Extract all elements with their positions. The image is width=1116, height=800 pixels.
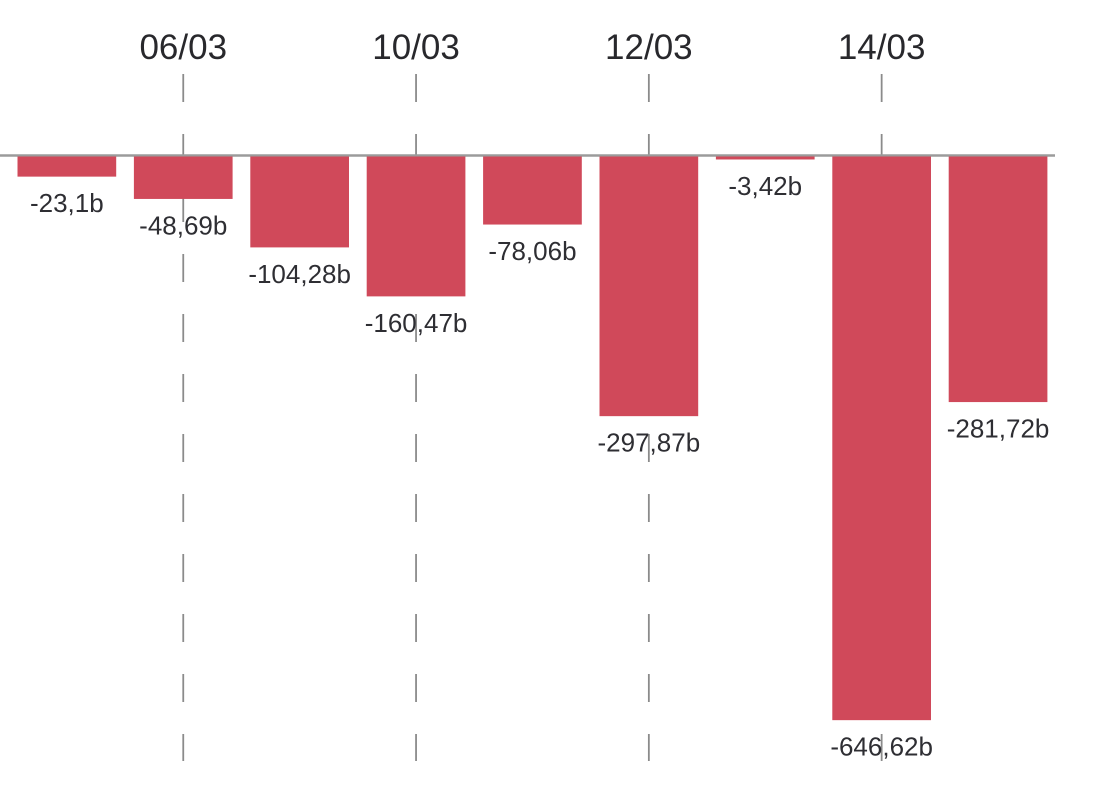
bar bbox=[715, 156, 815, 160]
bar-value-label: -646,62b bbox=[830, 732, 933, 762]
bar-value-label: -23,1b bbox=[30, 188, 104, 218]
bar-value-label: -48,69b bbox=[139, 210, 227, 240]
x-tick-label: 10/03 bbox=[372, 28, 460, 67]
bar-value-label: -297,87b bbox=[598, 428, 701, 458]
bar bbox=[948, 156, 1048, 403]
bar bbox=[483, 156, 582, 225]
bar bbox=[17, 156, 117, 177]
bar-value-label: -3,42b bbox=[728, 171, 802, 201]
bar bbox=[832, 156, 931, 721]
bar-value-label: -78,06b bbox=[488, 236, 576, 266]
bar-value-label: -104,28b bbox=[248, 259, 351, 289]
bar bbox=[366, 156, 466, 297]
bar-value-label: -281,72b bbox=[947, 414, 1050, 444]
bar bbox=[250, 156, 349, 248]
bar bbox=[599, 156, 699, 417]
bar bbox=[133, 156, 233, 199]
x-tick-label: 14/03 bbox=[838, 28, 926, 67]
x-tick-label: 12/03 bbox=[605, 28, 693, 67]
x-tick-label: 06/03 bbox=[139, 28, 227, 67]
bar-value-label: -160,47b bbox=[365, 308, 468, 338]
